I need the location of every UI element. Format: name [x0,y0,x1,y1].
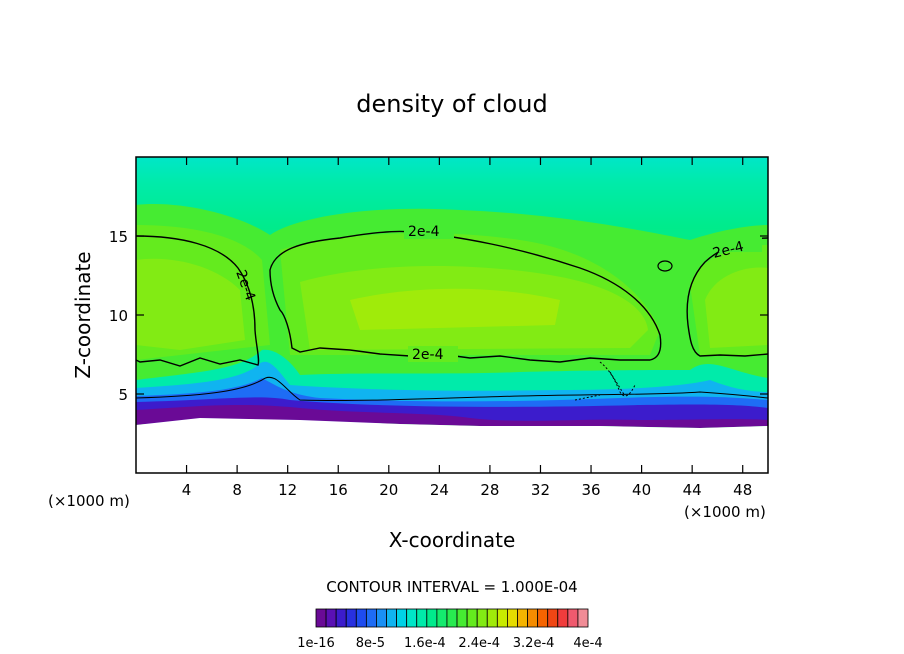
colorbar-swatch [496,608,508,628]
x-tick-label: 20 [379,481,398,499]
colorbar-label: 4e-4 [573,636,602,651]
x-tick-label: 24 [430,481,449,499]
colorbar-swatch [547,608,559,628]
x-axis-label: X-coordinate [389,528,516,552]
x-tick-label: 32 [531,481,550,499]
y-tick-label: 15 [109,228,128,246]
y-axis-label: Z-coordinate [71,251,95,378]
colorbar-swatch [456,608,468,628]
field-core-left [136,258,245,350]
contour-label: 2e-4 [408,224,440,240]
x-tick-label: 12 [278,481,297,499]
contour-dots [574,361,636,401]
colorbar-swatch [577,608,589,628]
colorbar-swatch [335,608,347,628]
x-tick-label: 44 [683,481,702,499]
y-tick-label: 10 [109,307,128,325]
colorbar-label: 1e-16 [297,636,335,651]
colorbar-swatch [416,608,428,628]
colorbar-swatch [486,608,498,628]
colorbar-swatch [476,608,488,628]
colorbar-swatch [365,608,377,628]
contour-label: 2e-4 [412,347,444,363]
colorbar-swatch [557,608,569,628]
field-no-cloud [136,418,768,473]
x-tick-label: 40 [632,481,651,499]
contour-center [269,230,662,363]
colorbar-swatch [376,608,387,628]
colorbar-label: 3.2e-4 [513,636,555,651]
colorbar-label: 1.6e-4 [404,636,446,651]
colorbar-labels: 1e-16 8e-5 1.6e-4 2.4e-4 3.2e-4 4e-4 [297,636,602,651]
x-unit-label: (×1000 m) [684,503,766,521]
x-tick-label: 16 [329,481,348,499]
x-tick-label: 28 [480,481,499,499]
colorbar-label: 2.4e-4 [458,636,500,651]
colorbar-swatch [507,608,518,628]
contour-label-bg [408,346,458,362]
chart-title: density of cloud [356,90,547,118]
contour-label: 2e-4 [711,239,746,262]
x-tick-label: 36 [581,481,600,499]
colorbar-swatch [426,608,438,628]
contour-interval-text: CONTOUR INTERVAL = 1.000E-04 [326,578,577,596]
colorbar-swatch [406,608,418,628]
x-tick-label: 4 [182,481,192,499]
colorbar-label: 8e-5 [356,636,385,651]
colorbar-swatch [446,608,458,628]
density-field: 2e-4 2e-4 2e-4 2e-4 [136,157,768,473]
field-base-purple [136,404,768,428]
contour-label-bg [712,236,762,252]
colorbar-swatch [527,608,539,628]
contour-closed-small [657,260,673,272]
z-unit-label: (×1000 m) [48,492,130,510]
x-tick-label: 48 [733,481,752,499]
colorbar [315,608,589,628]
colorbar-swatch [325,608,337,628]
colorbar-swatch [436,608,448,628]
colorbar-swatch [396,608,408,628]
x-axis-ticks: 4 8 12 16 20 24 28 32 36 40 44 48 [182,157,752,499]
contour-base [136,377,768,402]
field-core-bright [350,288,560,330]
colorbar-swatch [355,608,367,628]
colorbar-swatch [567,608,579,628]
x-tick-label: 8 [232,481,242,499]
colorbar-swatch [345,608,357,628]
colorbar-swatch [315,608,327,628]
field-core-right [705,267,768,348]
y-axis-ticks: 5 10 15 [109,228,768,404]
contour-label-bg [404,223,454,239]
colorbar-swatch [386,608,397,628]
colorbar-swatch [517,608,528,628]
contour-left [136,235,260,367]
colorbar-swatch [466,608,478,628]
colorbar-swatch [537,608,549,628]
y-tick-label: 5 [118,386,128,404]
